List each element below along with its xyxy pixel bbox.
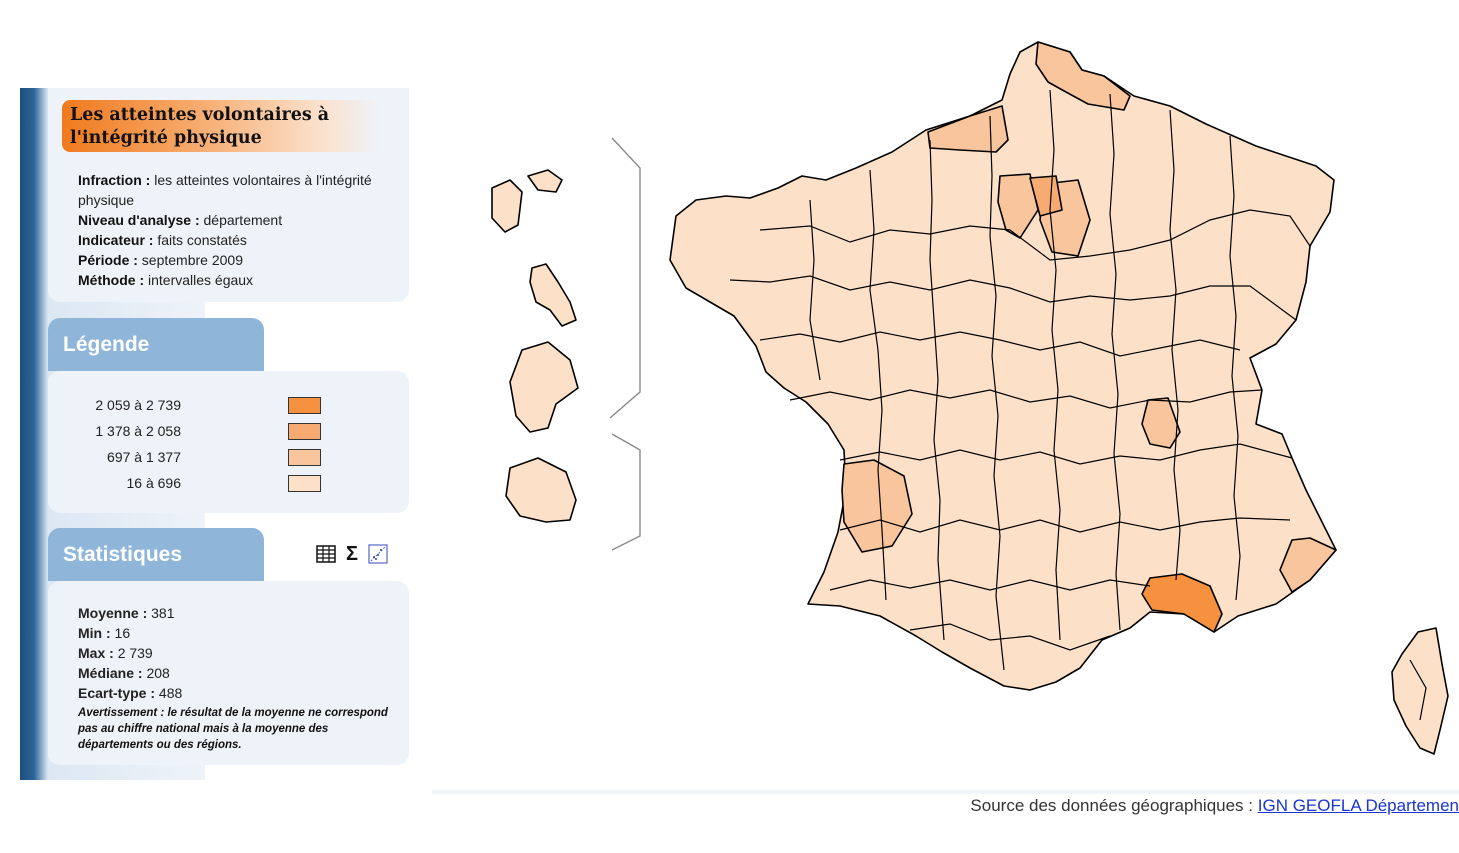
dept-paris-area: [1029, 175, 1063, 217]
info-panel: Les atteintes volontaires à l'intégrité …: [20, 88, 410, 780]
legend-tab: Légende: [48, 318, 264, 371]
meta-infraction: Infraction : les atteintes volontaires à…: [78, 172, 372, 208]
scatter-plot-icon[interactable]: [367, 543, 389, 565]
footer-divider: [432, 790, 1459, 794]
sigma-icon[interactable]: Σ: [345, 542, 358, 565]
stats-list: Moyenne : 381 Min : 16 Max : 2 739 Média…: [78, 603, 182, 703]
meta-list: Infraction : les atteintes volontaires à…: [78, 170, 408, 290]
dept-gironde: [841, 459, 913, 553]
martinique-region: [529, 263, 577, 327]
meta-niveau: Niveau d'analyse : département: [78, 212, 283, 228]
legend-label: 1 378 à 2 058: [95, 423, 181, 439]
dept-alpes-maritimes: [1279, 537, 1337, 593]
source-footer: Source des données géographiques : IGN G…: [970, 796, 1459, 816]
legend-label: 16 à 696: [126, 475, 182, 491]
legend-swatch: [288, 423, 321, 440]
legend-label: 2 059 à 2 739: [95, 397, 181, 413]
source-prefix: Source des données géographiques :: [970, 796, 1254, 815]
legend-row: 2 059 à 2 739: [48, 393, 409, 419]
reunion-region: [505, 457, 577, 523]
stat-moyenne: Moyenne : 381: [78, 605, 175, 621]
choropleth-map[interactable]: [430, 20, 1459, 790]
department-borders: [729, 89, 1427, 721]
meta-methode: Méthode : intervalles égaux: [78, 272, 254, 288]
title-card: Les atteintes volontaires à l'intégrité …: [48, 88, 409, 302]
legend-swatch: [288, 397, 321, 414]
stats-toolbar: Σ: [315, 543, 389, 565]
legend-swatch: [288, 449, 321, 466]
legend-row: 697 à 1 377: [48, 445, 409, 471]
dept-seine-maritime: [927, 105, 1009, 153]
overseas-brackets: [609, 137, 641, 551]
legend-swatch: [288, 475, 321, 492]
table-icon[interactable]: [315, 543, 337, 565]
title-banner: [62, 100, 382, 152]
guyane-region: [509, 341, 579, 433]
source-link[interactable]: IGN GEOFLA Départemen: [1257, 796, 1459, 815]
page-title: Les atteintes volontaires à l'intégrité …: [70, 105, 330, 148]
statistics-card: Moyenne : 381 Min : 16 Max : 2 739 Média…: [48, 581, 409, 765]
guadeloupe-region: [491, 169, 563, 233]
legend-label: 697 à 1 377: [107, 449, 181, 465]
legend-row: 1 378 à 2 058: [48, 419, 409, 445]
dept-nord: [1035, 41, 1131, 111]
stat-min: Min : 16: [78, 625, 131, 641]
stat-max: Max : 2 739: [78, 645, 153, 661]
meta-periode: Période : septembre 2009: [78, 252, 243, 268]
stat-mediane: Médiane : 208: [78, 665, 170, 681]
statistics-tab: Statistiques: [48, 528, 264, 581]
dept-rhone: [1141, 397, 1181, 449]
legend-card: 2 059 à 2 739 1 378 à 2 058 697 à 1 377 …: [48, 371, 409, 513]
meta-indicateur: Indicateur : faits constatés: [78, 232, 247, 248]
legend-row: 16 à 696: [48, 471, 409, 497]
map-svg: [491, 41, 1449, 755]
stat-ecart-type: Ecart-type : 488: [78, 685, 183, 701]
dept-bouches-du-rhone: [1141, 573, 1223, 633]
stats-warning: Avertissement : le résultat de la moyenn…: [78, 707, 388, 751]
corsica-region: [1391, 627, 1449, 755]
